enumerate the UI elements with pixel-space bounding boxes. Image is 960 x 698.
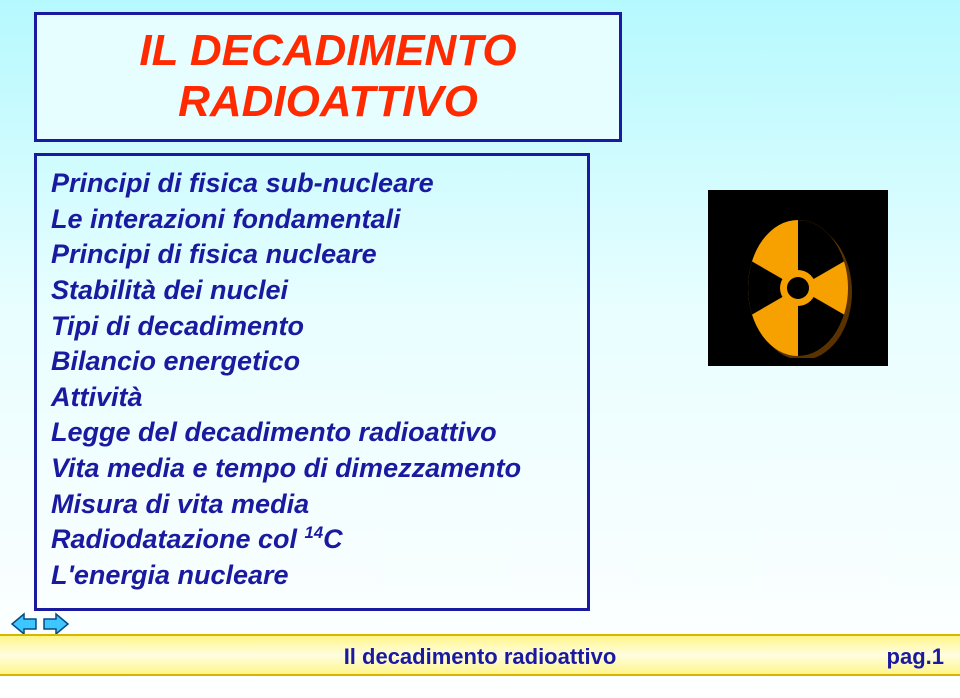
c14-suffix: C (323, 524, 343, 554)
topic-item: Stabilità dei nuclei (51, 273, 573, 309)
prev-slide-button[interactable] (10, 612, 38, 636)
topic-item: Vita media e tempo di dimezzamento (51, 451, 573, 487)
footer-title: Il decadimento radioattivo (0, 636, 960, 678)
title-line-1: IL DECADIMENTO (139, 26, 516, 75)
c14-prefix: Radiodatazione col (51, 524, 305, 554)
title-line-2: RADIOATTIVO (178, 77, 478, 126)
slide-title: IL DECADIMENTO RADIOATTIVO (139, 26, 516, 127)
topic-item: Principi di fisica nucleare (51, 237, 573, 273)
topic-item: Legge del decadimento radioattivo (51, 415, 573, 451)
page-number: pag.1 (887, 636, 944, 678)
radioactive-image (708, 190, 888, 366)
radioactive-trefoil-icon (733, 198, 863, 358)
topic-item: L'energia nucleare (51, 558, 573, 594)
nav-arrows (10, 612, 70, 636)
topic-item: Tipi di decadimento (51, 309, 573, 345)
topic-item: Attività (51, 380, 573, 416)
topic-item: Le interazioni fondamentali (51, 202, 573, 238)
next-slide-button[interactable] (42, 612, 70, 636)
footer-band: Il decadimento radioattivo pag.1 (0, 634, 960, 676)
topic-item: Principi di fisica sub-nucleare (51, 166, 573, 202)
topic-item: Radiodatazione col 14C (51, 522, 573, 558)
topic-item: Misura di vita media (51, 487, 573, 523)
c14-sup: 14 (305, 523, 324, 542)
topic-item: Bilancio energetico (51, 344, 573, 380)
title-box: IL DECADIMENTO RADIOATTIVO (34, 12, 622, 142)
topics-box: Principi di fisica sub-nucleare Le inter… (34, 153, 590, 611)
